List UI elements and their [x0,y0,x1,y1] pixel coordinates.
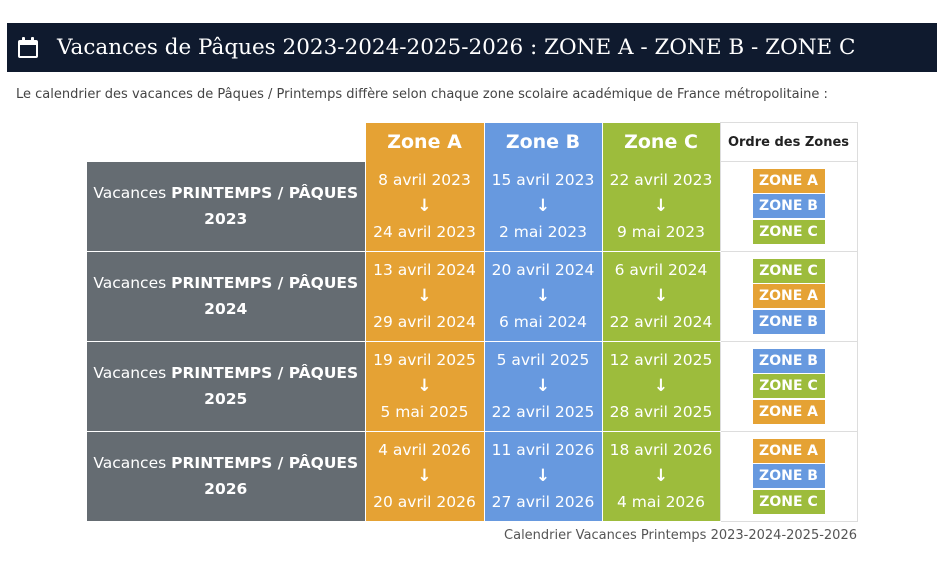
zone-b-header: Zone B [483,122,602,162]
period-label: Vacances PRINTEMPS / PÂQUES 2024 [87,251,365,342]
label-bold: PRINTEMPS / PÂQUES [171,274,359,292]
start-date: 19 avril 2025 [373,351,476,369]
label-prefix: Vacances [93,184,172,202]
zone-badge: ZONE A [752,399,825,424]
zone-a-header: Zone A [364,122,484,162]
end-date: 6 mai 2024 [498,313,588,331]
end-date: 22 avril 2025 [491,403,595,421]
zone-a-dates: 4 avril 2026 ↓ 20 avril 2026 [364,431,484,522]
arrow-down-icon: ↓ [417,286,432,306]
zone-badge: ZONE A [752,438,825,463]
arrow-down-icon: ↓ [535,466,551,486]
start-date: 4 avril 2026 [378,441,471,459]
zone-order-header: Ordre des Zones [719,122,858,162]
arrow-down-icon: ↓ [535,286,551,306]
label-prefix: Vacances [93,454,172,472]
label-year: 2026 [204,480,248,498]
end-date: 9 mai 2023 [616,223,706,241]
zone-c-header: Zone C [601,122,720,162]
zone-order: ZONE A ZONE B ZONE C [719,161,858,252]
start-date: 15 avril 2023 [491,171,595,189]
page-title: Vacances de Pâques 2023-2024-2025-2026 :… [57,35,856,60]
end-date: 22 avril 2024 [609,313,713,331]
label-prefix: Vacances [93,364,172,382]
label-bold: PRINTEMPS / PÂQUES [171,364,359,382]
table-row: Vacances PRINTEMPS / PÂQUES 2026 4 avril 2… [87,430,858,522]
arrow-down-icon: ↓ [653,466,669,486]
label-year: 2024 [204,300,248,318]
zone-c-dates: 18 avril 2026 ↓ 4 mai 2026 [601,431,720,522]
zone-c-dates: 6 avril 2024 ↓ 22 avril 2024 [601,251,720,342]
zone-a-dates: 13 avril 2024 ↓ 29 avril 2024 [364,251,484,342]
zone-order: ZONE C ZONE A ZONE B [719,250,858,342]
end-date: 5 mai 2025 [380,403,469,421]
vacation-table: Zone A Zone B Zone C Ordre des Zones Vac… [87,122,858,522]
zone-badge: ZONE C [752,219,825,244]
zone-order: ZONE B ZONE C ZONE A [719,340,858,432]
arrow-down-icon: ↓ [653,376,669,396]
zone-badge: ZONE C [752,258,825,283]
arrow-down-icon: ↓ [653,196,669,216]
start-date: 20 avril 2024 [491,261,595,279]
label-year: 2023 [204,210,248,228]
intro-text: Le calendrier des vacances de Pâques / P… [16,87,828,102]
arrow-down-icon: ↓ [653,286,669,306]
zone-badge: ZONE B [752,348,825,373]
end-date: 28 avril 2025 [609,403,713,421]
label-year: 2025 [204,390,248,408]
arrow-down-icon: ↓ [535,196,551,216]
start-date: 5 avril 2025 [496,351,590,369]
table-row: Vacances PRINTEMPS / PÂQUES 2024 13 avril … [87,250,858,342]
zone-b-dates: 20 avril 2024 ↓ 6 mai 2024 [483,251,602,342]
zone-a-dates: 19 avril 2025 ↓ 5 mai 2025 [364,341,484,432]
period-label: Vacances PRINTEMPS / PÂQUES 2025 [87,341,365,432]
zone-b-dates: 5 avril 2025 ↓ 22 avril 2025 [483,341,602,432]
label-bold: PRINTEMPS / PÂQUES [171,454,359,472]
label-bold: PRINTEMPS / PÂQUES [171,184,359,202]
label-prefix: Vacances [93,274,172,292]
end-date: 27 avril 2026 [491,493,595,511]
arrow-down-icon: ↓ [535,376,551,396]
table-row: Vacances PRINTEMPS / PÂQUES 2023 8 avril 2… [87,161,858,252]
zone-order: ZONE A ZONE B ZONE C [719,430,858,522]
table-caption: Calendrier Vacances Printemps 2023-2024-… [504,528,857,543]
end-date: 24 avril 2023 [373,223,476,241]
zone-badge: ZONE A [752,168,825,193]
start-date: 11 avril 2026 [491,441,595,459]
zone-badge: ZONE B [752,194,825,219]
end-date: 29 avril 2024 [373,313,476,331]
zone-c-dates: 12 avril 2025 ↓ 28 avril 2025 [601,341,720,432]
start-date: 12 avril 2025 [609,351,713,369]
zone-b-dates: 11 avril 2026 ↓ 27 avril 2026 [483,431,602,522]
end-date: 2 mai 2023 [498,223,588,241]
end-date: 4 mai 2026 [616,493,706,511]
empty-header-cell [87,123,365,162]
table-row: Vacances PRINTEMPS / PÂQUES 2025 19 avril … [87,340,858,432]
zone-badge: ZONE B [752,464,825,488]
zone-badge: ZONE A [752,284,825,308]
calendar-icon [17,36,39,59]
arrow-down-icon: ↓ [417,466,432,486]
zone-badge: ZONE C [752,489,825,514]
period-label: Vacances PRINTEMPS / PÂQUES 2023 [87,161,365,252]
start-date: 8 avril 2023 [378,171,471,189]
zone-a-dates: 8 avril 2023 ↓ 24 avril 2023 [364,161,484,252]
start-date: 13 avril 2024 [373,261,476,279]
zone-b-dates: 15 avril 2023 ↓ 2 mai 2023 [483,161,602,252]
start-date: 18 avril 2026 [609,441,713,459]
page-header: Vacances de Pâques 2023-2024-2025-2026 :… [7,23,937,72]
end-date: 20 avril 2026 [373,493,476,511]
period-label: Vacances PRINTEMPS / PÂQUES 2026 [87,431,365,522]
arrow-down-icon: ↓ [417,196,432,216]
zone-badge: ZONE C [752,374,825,398]
zone-c-dates: 22 avril 2023 ↓ 9 mai 2023 [601,161,720,252]
zone-badge: ZONE B [752,309,825,334]
arrow-down-icon: ↓ [417,376,432,396]
start-date: 6 avril 2024 [614,261,708,279]
start-date: 22 avril 2023 [609,171,713,189]
